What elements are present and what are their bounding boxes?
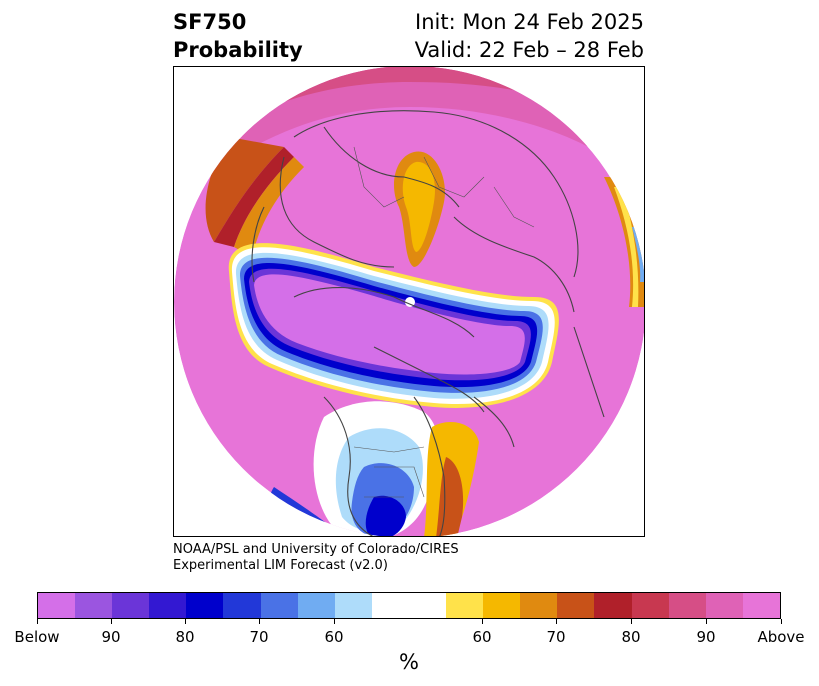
title-subtitle: Probability [173,38,303,62]
colorbar-tick [631,619,632,624]
colorbar-swatch [668,593,706,618]
colorbar-tick [37,619,38,624]
colorbar-tick-label: Above [757,628,805,646]
probability-colorbar [37,592,781,619]
colorbar-swatch [260,593,298,618]
colorbar-tick [259,619,260,624]
colorbar-swatch [371,593,447,618]
map-title-right: Init: Mon 24 Feb 2025 Valid: 22 Feb – 28… [415,8,644,64]
colorbar-tick [556,619,557,624]
colorbar-swatch [334,593,372,618]
colorbar-tick [706,619,707,624]
colorbar-ticks [0,619,819,627]
forecast-map [174,67,644,536]
colorbar-swatch [186,593,224,618]
colorbar-swatch [297,593,335,618]
colorbar-unit: % [399,650,419,674]
colorbar-tick-label: 90 [101,628,121,646]
colorbar-tick [185,619,186,624]
probability-field [174,67,644,536]
colorbar-swatch [742,593,780,618]
credit-text: NOAA/PSL and University of Colorado/CIRE… [173,542,459,574]
title-variable: SF750 [173,10,247,34]
colorbar-tick-label: 60 [472,628,492,646]
colorbar-swatch [631,593,669,618]
colorbar-tick [482,619,483,624]
colorbar-swatch [705,593,743,618]
coastlines [251,110,605,536]
colorbar-tick-label: Below [14,628,60,646]
colorbar-swatch [223,593,261,618]
colorbar-tick [334,619,335,624]
colorbar-tick-label: 80 [621,628,641,646]
colorbar-swatch [112,593,150,618]
colorbar-swatch [557,593,595,618]
valid-range: Valid: 22 Feb – 28 Feb [414,38,644,62]
colorbar-tick-label: 70 [249,628,269,646]
colorbar-tick [781,619,782,624]
colorbar-swatch [38,593,76,618]
colorbar-tick-label: 90 [696,628,716,646]
colorbar-tick [111,619,112,624]
colorbar-swatch [446,593,484,618]
init-date: Init: Mon 24 Feb 2025 [415,10,644,34]
colorbar-tick-label: 60 [324,628,344,646]
colorbar-tick-label: 80 [175,628,195,646]
map-panel [173,66,645,537]
colorbar-swatch [75,593,113,618]
colorbar-swatch [483,593,521,618]
credit-line-2: Experimental LIM Forecast (v2.0) [173,558,388,573]
colorbar-swatch [594,593,632,618]
map-title-left: SF750 Probability [173,8,303,64]
colorbar-swatch [520,593,558,618]
country-borders [353,146,535,498]
credit-line-1: NOAA/PSL and University of Colorado/CIRE… [173,542,459,557]
colorbar-tick-label: 70 [546,628,566,646]
colorbar-swatch [149,593,187,618]
